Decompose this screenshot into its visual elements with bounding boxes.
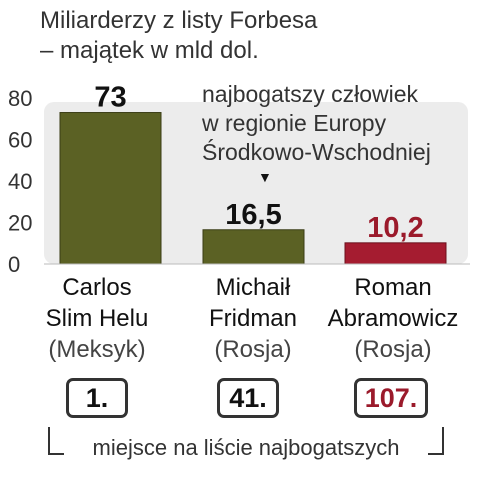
category-label: Roman Abramowicz (Rosja) <box>318 272 468 365</box>
category-country: (Meksyk) <box>48 336 146 363</box>
annotation-line-1: najbogatszy człowiek <box>202 81 419 107</box>
annotation-text: najbogatszy człowiek w regionie Europy Ś… <box>202 80 431 167</box>
category-name-line: Abramowicz <box>327 305 459 332</box>
category-country: (Rosja) <box>214 336 292 363</box>
data-label: 10,2 <box>367 212 423 244</box>
y-tick-label: 80 <box>8 86 32 111</box>
rank-footnote: miejsce na liście najbogatszych <box>48 427 444 461</box>
footnote-text: miejsce na liście najbogatszych <box>68 435 424 461</box>
chart-title-line-2: – majątek w mld dol. <box>40 37 259 64</box>
data-label: 16,5 <box>225 199 281 231</box>
category-label: Michaił Fridman (Rosja) <box>178 272 328 365</box>
y-tick-label: 40 <box>8 169 32 194</box>
y-tick-label: 0 <box>8 252 20 277</box>
y-tick-label: 60 <box>8 128 32 153</box>
category-name-line: Carlos <box>62 274 132 301</box>
bar <box>202 229 305 265</box>
category-label: Carlos Slim Helu (Meksyk) <box>22 272 172 365</box>
rank-badge: 1. <box>66 378 128 418</box>
y-tick-label: 20 <box>8 211 32 236</box>
annotation-line-2: w regionie Europy <box>202 110 387 136</box>
footnote-bracket-right <box>428 427 444 455</box>
annotation-line-3: Środkowo-Wschodniej <box>202 139 431 165</box>
data-label: 73 <box>94 82 126 114</box>
bar-chart: 0 20 40 60 80 73 16,5 10,2 <box>8 82 470 277</box>
category-country: (Rosja) <box>354 336 432 363</box>
category-name-line: Slim Helu <box>45 305 149 332</box>
category-name-line: Fridman <box>208 305 298 332</box>
down-arrow-icon: ▼ <box>258 169 272 185</box>
footnote-bracket-left <box>48 427 64 455</box>
bar <box>344 242 447 265</box>
category-name-line: Roman <box>354 274 432 301</box>
rank-badge: 41. <box>217 378 279 418</box>
category-name-line: Michaił <box>215 274 291 301</box>
chart-title: Miliarderzy z listy Forbesa – majątek w … <box>40 6 317 66</box>
rank-badge: 107. <box>354 378 428 418</box>
bar <box>59 112 162 265</box>
chart-title-line-1: Miliarderzy z listy Forbesa <box>40 7 318 34</box>
